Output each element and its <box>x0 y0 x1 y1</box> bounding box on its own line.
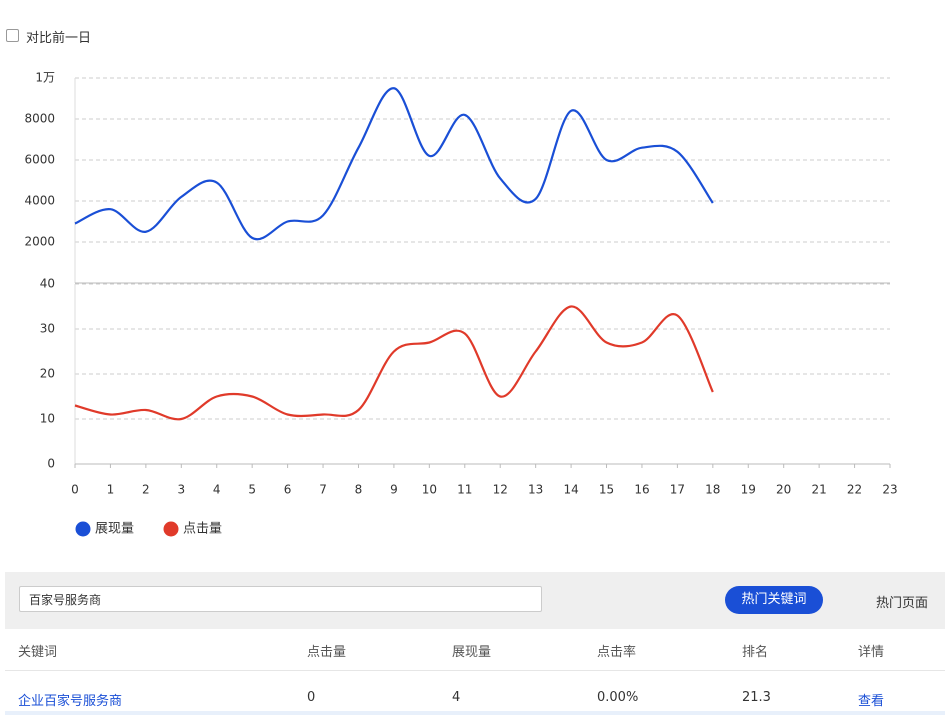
table-cell[interactable]: 企业百家号服务商 <box>18 694 123 709</box>
table-cell: 21.3 <box>742 690 771 705</box>
y-tick-label: 8000 <box>24 112 55 126</box>
y-tick-label: 0 <box>47 457 55 471</box>
x-tick-label: 18 <box>705 483 720 497</box>
table-header: 详情 <box>858 645 885 660</box>
x-tick-label: 2 <box>142 483 150 497</box>
x-tick-label: 20 <box>776 483 791 497</box>
x-tick-label: 1 <box>107 483 115 497</box>
x-tick-label: 16 <box>634 483 649 497</box>
tab[interactable]: 热门页面 <box>876 596 929 611</box>
x-tick-label: 13 <box>528 483 543 497</box>
tab-active[interactable]: 热门关键词 <box>725 586 823 614</box>
table-header: 关键词 <box>18 645 58 660</box>
x-tick-label: 8 <box>355 483 363 497</box>
x-tick-label: 15 <box>599 483 614 497</box>
x-tick-label: 14 <box>563 483 578 497</box>
table-header: 排名 <box>742 645 769 660</box>
legend-marker <box>75 521 91 537</box>
table-header: 点击率 <box>597 645 637 660</box>
legend-marker <box>163 521 179 537</box>
y-tick-label: 1万 <box>35 71 55 85</box>
y-tick-label: 6000 <box>24 153 55 167</box>
x-tick-label: 9 <box>390 483 398 497</box>
y-tick-label: 10 <box>40 412 55 426</box>
table-cell: 4 <box>452 690 461 705</box>
x-tick-label: 17 <box>670 483 685 497</box>
x-tick-label: 22 <box>847 483 862 497</box>
table-cell: 0.00% <box>597 690 639 705</box>
x-tick-label: 11 <box>457 483 472 497</box>
y-tick-label: 40 <box>40 277 55 291</box>
x-tick-label: 10 <box>422 483 437 497</box>
legend-label: 展现量 <box>95 522 134 537</box>
y-tick-label: 4000 <box>24 194 55 208</box>
x-tick-label: 23 <box>882 483 897 497</box>
y-tick-label: 2000 <box>24 235 55 249</box>
x-tick-label: 7 <box>319 483 327 497</box>
x-tick-label: 0 <box>71 483 79 497</box>
divider <box>5 670 945 671</box>
x-tick-label: 4 <box>213 483 221 497</box>
table-header: 展现量 <box>452 645 492 660</box>
search-input[interactable]: 百家号服务商 <box>19 586 542 612</box>
legend-label: 点击量 <box>183 522 222 537</box>
divider <box>5 711 945 715</box>
table-header: 点击量 <box>307 645 347 660</box>
y-tick-label: 30 <box>40 322 55 336</box>
series-line <box>74 87 714 241</box>
table-cell[interactable]: 查看 <box>858 694 885 709</box>
checkbox-label: 对比前一日 <box>26 31 92 46</box>
x-tick-label: 19 <box>741 483 756 497</box>
checkbox[interactable] <box>6 29 19 42</box>
x-tick-label: 12 <box>493 483 508 497</box>
x-tick-label: 6 <box>284 483 292 497</box>
y-tick-label: 20 <box>40 367 55 381</box>
x-tick-label: 21 <box>811 483 826 497</box>
x-tick-label: 5 <box>248 483 256 497</box>
table-cell: 0 <box>307 690 316 705</box>
x-tick-label: 3 <box>177 483 185 497</box>
series-line <box>74 305 714 421</box>
